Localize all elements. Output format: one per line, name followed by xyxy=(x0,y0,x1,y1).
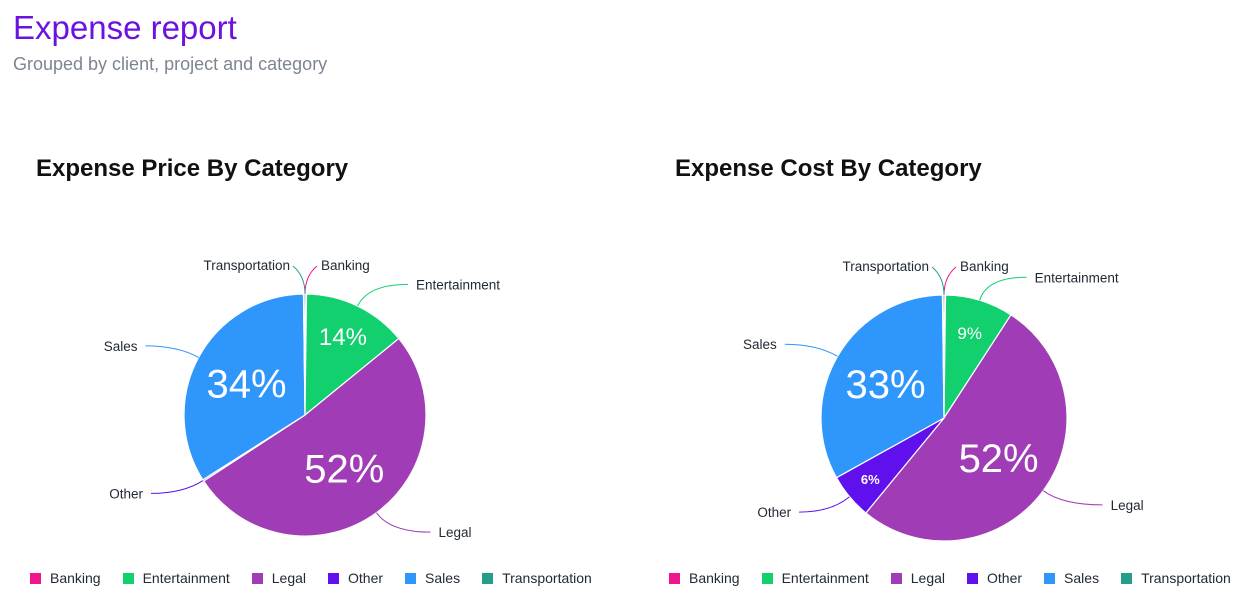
legend-label: Legal xyxy=(271,570,307,586)
legend-label: Entertainment xyxy=(142,570,230,586)
leader-line-price-legal xyxy=(375,512,431,533)
leader-line-price-banking xyxy=(304,265,318,295)
slice-percent-price-entertainment: 14% xyxy=(319,324,367,351)
chart-title-cost: Expense Cost By Category xyxy=(675,155,982,182)
category-label-cost-entertainment: Entertainment xyxy=(1035,270,1119,285)
slice-price-legal[interactable] xyxy=(202,337,427,537)
leader-line-cost-other xyxy=(799,496,850,513)
legend-item-price-other[interactable]: Other xyxy=(328,569,383,587)
leader-line-cost-entertainment xyxy=(979,276,1027,301)
legend-label: Other xyxy=(987,570,1023,586)
slice-price-sales[interactable] xyxy=(183,293,306,481)
category-label-price-sales: Sales xyxy=(104,339,138,354)
category-label-price-other: Other xyxy=(109,486,143,501)
legend-item-cost-sales[interactable]: Sales xyxy=(1044,569,1099,587)
pie-chart-price: Banking 14% Entertainment 52% Legal Other 34% S… xyxy=(104,258,501,540)
pie-chart-cost: Banking 9% Entertainment 52% Legal 6% Other 33%… xyxy=(743,259,1144,542)
page-subtitle: Grouped by client, project and category xyxy=(13,54,328,74)
legend-label: Transportation xyxy=(502,570,592,586)
page-title: Expense report xyxy=(13,9,237,46)
legend-swatch xyxy=(251,572,263,584)
category-label-cost-legal: Legal xyxy=(1111,498,1144,513)
legend-item-cost-banking[interactable]: Banking xyxy=(669,569,740,587)
legend-label: Entertainment xyxy=(781,570,869,586)
category-label-price-legal: Legal xyxy=(439,525,472,540)
leader-line-cost-legal xyxy=(1042,490,1103,506)
legend-swatch xyxy=(1044,572,1056,584)
legend-item-cost-entertainment[interactable]: Entertainment xyxy=(761,569,869,587)
legend-item-price-legal[interactable]: Legal xyxy=(251,569,307,587)
legend-label: Legal xyxy=(910,570,946,586)
legend-label: Sales xyxy=(1064,570,1100,586)
legend-label: Banking xyxy=(689,570,740,586)
legend-swatch xyxy=(328,572,340,584)
leader-line-price-other xyxy=(150,479,204,494)
legend-item-cost-legal[interactable]: Legal xyxy=(890,569,946,587)
slice-percent-cost-entertainment: 9% xyxy=(957,324,982,343)
category-label-cost-other: Other xyxy=(757,505,791,520)
leader-line-cost-banking xyxy=(943,266,957,296)
slice-percent-price-legal: 52% xyxy=(304,448,384,492)
legend-item-cost-transportation[interactable]: Transportation xyxy=(1121,569,1231,587)
legend-item-price-banking[interactable]: Banking xyxy=(30,569,101,587)
legend-label: Banking xyxy=(50,570,101,586)
legend-label: Transportation xyxy=(1141,570,1231,586)
leader-line-price-entertainment xyxy=(357,283,409,307)
legend-swatch xyxy=(405,572,417,584)
leader-line-price-transportation xyxy=(292,265,306,295)
legend-label: Other xyxy=(348,570,384,586)
legend-swatch xyxy=(890,572,902,584)
legend-swatch xyxy=(669,572,680,584)
category-label-price-entertainment: Entertainment xyxy=(416,277,500,292)
chart-title-price: Expense Price By Category xyxy=(36,155,349,182)
legend-item-price-transportation[interactable]: Transportation xyxy=(482,569,592,587)
legend-swatch xyxy=(1121,572,1133,584)
slice-percent-cost-legal: 52% xyxy=(959,437,1039,481)
slice-percent-price-sales: 34% xyxy=(206,362,286,406)
legend-swatch xyxy=(967,572,979,584)
category-label-cost-banking: Banking xyxy=(960,259,1009,274)
category-label-cost-transportation: Transportation xyxy=(842,259,929,274)
leader-line-cost-transportation xyxy=(931,266,945,296)
legend-swatch xyxy=(482,572,494,584)
slice-percent-cost-sales: 33% xyxy=(845,363,925,407)
legend-item-price-entertainment[interactable]: Entertainment xyxy=(122,569,230,587)
slice-price-entertainment[interactable] xyxy=(304,293,400,417)
legend-label: Sales xyxy=(425,570,461,586)
legend-item-cost-other[interactable]: Other xyxy=(967,569,1022,587)
leader-line-price-sales xyxy=(145,345,199,358)
category-label-price-banking: Banking xyxy=(321,258,370,273)
category-label-cost-sales: Sales xyxy=(743,337,777,352)
category-label-price-transportation: Transportation xyxy=(203,258,290,273)
legend-cost: Banking Entertainment Legal Other Sales Trans… xyxy=(669,568,1247,588)
slice-percent-cost-other: 6% xyxy=(861,472,880,487)
legend-swatch xyxy=(30,572,41,584)
leader-line-cost-sales xyxy=(784,343,838,357)
legend-swatch xyxy=(761,572,773,584)
legend-swatch xyxy=(122,572,134,584)
legend-price: Banking Entertainment Legal Other Sales Trans… xyxy=(30,568,614,588)
legend-item-price-sales[interactable]: Sales xyxy=(405,569,460,587)
